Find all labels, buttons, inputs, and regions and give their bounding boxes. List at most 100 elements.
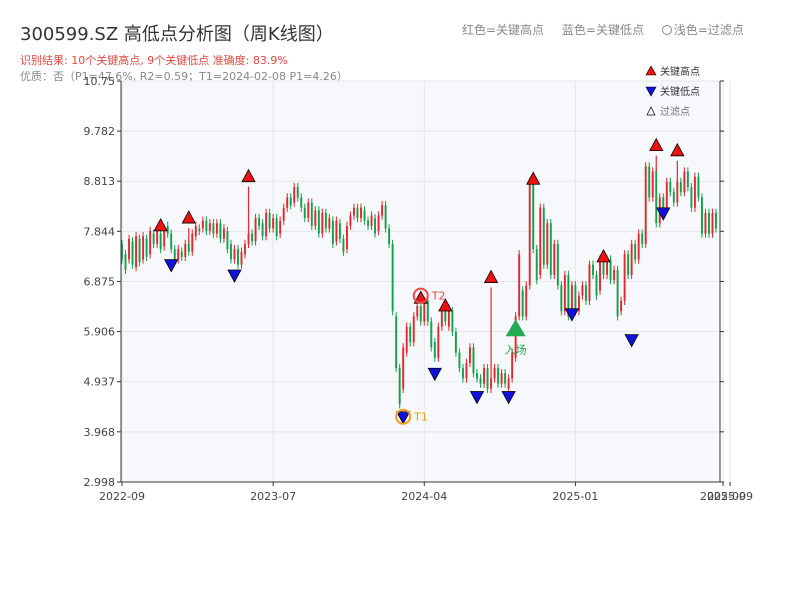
candle-body: [384, 205, 387, 229]
candle-body: [539, 207, 542, 275]
y-tick-label: 2.998: [84, 476, 116, 489]
candle-body: [616, 269, 619, 317]
candle-body: [170, 233, 173, 250]
candle-body: [268, 212, 271, 229]
candle-body: [208, 223, 211, 232]
candle-body: [405, 326, 408, 353]
candle-body: [328, 218, 331, 229]
candle-body: [454, 331, 457, 353]
candle-body: [419, 306, 422, 322]
t2-ring: [412, 287, 429, 304]
legend-low-label: 关键低点: [660, 85, 700, 98]
grid-lines: [121, 80, 731, 483]
candle-body: [215, 223, 218, 234]
entry-label: 入场: [505, 342, 527, 356]
candle-body: [307, 202, 310, 219]
key-low-triangle-icon: [396, 411, 411, 425]
top-legend-red: 红色=关键高点: [462, 23, 545, 37]
candle-body: [187, 243, 190, 252]
top-legend-blue: 蓝色=关键低点: [561, 23, 644, 37]
candle-body: [191, 233, 194, 252]
legend-low-triangle-icon: [645, 86, 657, 97]
candle-body: [391, 243, 394, 312]
candle-body: [584, 285, 587, 301]
key-low-triangle-icon: [624, 334, 639, 348]
candle-body: [504, 373, 507, 384]
candle-body: [272, 218, 275, 229]
candle-body: [423, 300, 426, 322]
candle-body: [388, 228, 391, 244]
candle-body: [606, 259, 609, 275]
candle-body: [261, 223, 264, 237]
candle-body: [620, 300, 623, 312]
result-summary: 识别结果: 10个关键高点, 9个关键低点 准确度: 83.9%: [20, 54, 288, 67]
candle-body: [711, 212, 714, 234]
entry-triangle-icon: [505, 319, 526, 337]
candle-body: [472, 347, 475, 374]
key-low-triangle-icon: [164, 259, 179, 273]
candle-body: [229, 243, 232, 260]
candle-body: [201, 220, 204, 229]
x-axis-ticks: 2022-09 2023-07 2024-04 2025-01 2025-092025-…: [99, 482, 753, 503]
candle-body: [458, 352, 461, 369]
candle-body: [490, 378, 493, 389]
candle-body: [581, 285, 584, 296]
candle-body: [398, 368, 401, 405]
candle-body: [440, 311, 443, 327]
top-legend: 红色=关键高点 蓝色=关键低点 浅色=过滤点: [462, 21, 744, 38]
candle-body: [665, 181, 668, 208]
candle-body: [637, 233, 640, 260]
candle-body: [708, 212, 710, 234]
candle-body: [381, 205, 384, 216]
candle-body: [135, 236, 138, 268]
candle-body: [233, 249, 236, 260]
candle-body: [138, 238, 141, 263]
candle-body: [310, 202, 313, 226]
candle-body: [486, 368, 489, 389]
candle-body: [180, 251, 183, 257]
x-tick-label: 2025-01: [552, 490, 598, 503]
candle-body: [205, 220, 208, 232]
candle-body: [437, 326, 440, 358]
candle-body: [303, 207, 306, 219]
y-tick-label: 4.937: [84, 376, 116, 389]
candle-body: [356, 207, 359, 219]
candle-body: [377, 215, 380, 232]
key-low-triangle-icon: [501, 391, 516, 405]
candle-body: [212, 223, 215, 234]
chart-legend: 关键高点 关键低点 过滤点: [645, 65, 700, 118]
candle-body: [444, 311, 447, 322]
candle-body: [222, 228, 225, 239]
legend-high-triangle-icon: [645, 65, 657, 76]
candle-body: [282, 207, 285, 221]
candle-body: [469, 347, 471, 363]
candle-body: [476, 373, 478, 379]
candle-body: [395, 316, 398, 369]
t2-label: T2: [431, 290, 446, 303]
candle-body: [577, 295, 580, 312]
candle-body: [693, 176, 696, 208]
candle-body: [342, 238, 345, 252]
candle-body: [521, 290, 524, 317]
candle-body: [279, 220, 282, 234]
y-tick-label: 10.75: [84, 75, 116, 88]
top-legend-hollow: 浅色=过滤点: [673, 23, 744, 37]
candle-body: [374, 218, 377, 234]
candle-body: [198, 228, 201, 232]
candle-body: [549, 223, 552, 275]
candle-body: [275, 218, 278, 237]
candle-body: [602, 259, 605, 275]
candle-body: [258, 218, 261, 226]
page-title: 300599.SZ 高低点分析图（周K线图）: [20, 24, 334, 45]
candle-body: [511, 352, 514, 379]
candle-body: [669, 181, 672, 193]
candle-body: [630, 243, 633, 275]
candle-body: [574, 285, 577, 312]
quality-summary: 优质：否（P1=47.6%, R2=0.59；T1=2024-02-08 P1=…: [20, 70, 348, 83]
candle-body: [430, 321, 433, 348]
candle-body: [679, 181, 682, 193]
candle-body: [314, 210, 317, 226]
candle-body: [560, 285, 563, 312]
candle-body: [128, 238, 130, 260]
candle-body: [493, 368, 496, 379]
